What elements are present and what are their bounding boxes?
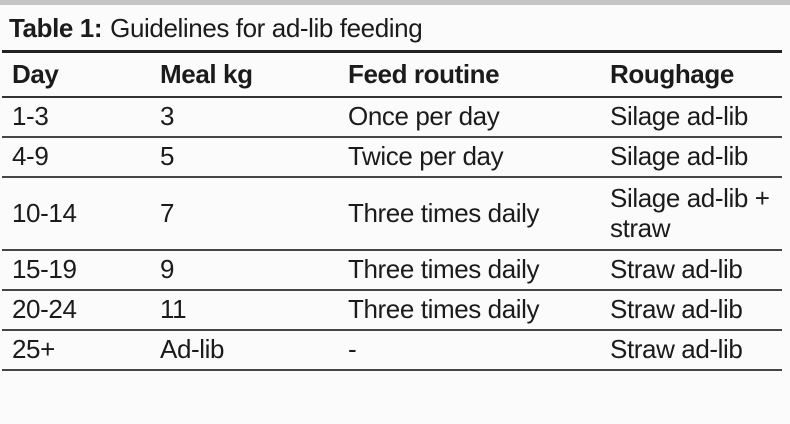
table-row: 15-19 9 Three times daily Straw ad-lib (2, 250, 782, 291)
cell-feed-routine: Three times daily (340, 290, 602, 331)
column-header-day: Day (2, 53, 152, 98)
cell-day: 10-14 (2, 177, 152, 251)
cell-feed-routine: Three times daily (340, 177, 602, 251)
cell-day: 25+ (2, 330, 152, 371)
cell-meal-kg: 3 (152, 97, 340, 138)
cell-day: 1-3 (2, 97, 152, 138)
table-title: Table 1: Guidelines for ad-lib feeding (2, 5, 782, 53)
cell-day: 4-9 (2, 137, 152, 178)
cell-day: 15-19 (2, 250, 152, 291)
cell-roughage: Silage ad-lib + straw (602, 177, 782, 251)
column-header-feed-routine: Feed routine (340, 53, 602, 98)
column-header-meal-kg: Meal kg (152, 53, 340, 98)
cell-meal-kg: 5 (152, 137, 340, 178)
header-row: Day Meal kg Feed routine Roughage (2, 53, 782, 98)
table-row: 10-14 7 Three times daily Silage ad-lib … (2, 177, 782, 251)
table-figure: Table 1: Guidelines for ad-lib feeding Da… (2, 5, 782, 371)
feeding-guidelines-table: Day Meal kg Feed routine Roughage 1-3 3 … (2, 53, 782, 371)
column-header-roughage: Roughage (602, 53, 782, 98)
cell-roughage: Silage ad-lib (602, 97, 782, 138)
table-row: 1-3 3 Once per day Silage ad-lib (2, 97, 782, 138)
cell-feed-routine: Once per day (340, 97, 602, 138)
cell-feed-routine: Three times daily (340, 250, 602, 291)
table-title-prefix: Table 1: (9, 13, 103, 43)
cell-roughage: Silage ad-lib (602, 137, 782, 178)
cell-meal-kg: Ad-lib (152, 330, 340, 371)
table-row: 20-24 11 Three times daily Straw ad-lib (2, 290, 782, 331)
cell-roughage: Straw ad-lib (602, 330, 782, 371)
cell-roughage: Straw ad-lib (602, 250, 782, 291)
cell-day: 20-24 (2, 290, 152, 331)
cell-feed-routine: Twice per day (340, 137, 602, 178)
table-row: 25+ Ad-lib - Straw ad-lib (2, 330, 782, 371)
cell-meal-kg: 11 (152, 290, 340, 331)
table-row: 4-9 5 Twice per day Silage ad-lib (2, 137, 782, 178)
cell-roughage: Straw ad-lib (602, 290, 782, 331)
page: Table 1: Guidelines for ad-lib feeding Da… (0, 0, 790, 371)
cell-meal-kg: 7 (152, 177, 340, 251)
table-title-text: Guidelines for ad-lib feeding (110, 13, 423, 43)
top-border (0, 0, 790, 5)
cell-meal-kg: 9 (152, 250, 340, 291)
cell-feed-routine: - (340, 330, 602, 371)
